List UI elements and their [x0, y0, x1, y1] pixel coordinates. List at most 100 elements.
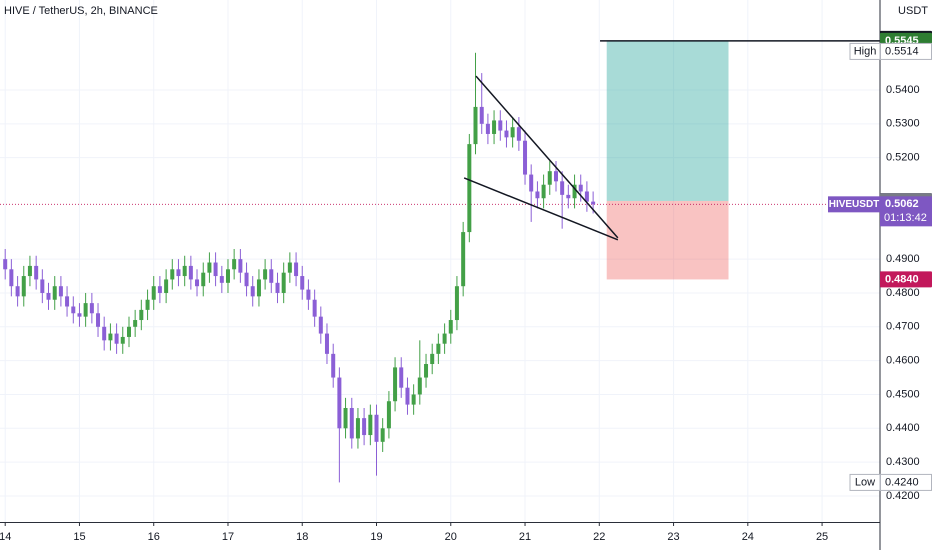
candle-body: [572, 184, 577, 199]
candle-body: [405, 387, 410, 405]
candle-body: [238, 259, 243, 273]
candle-body: [306, 289, 311, 300]
candle-body: [27, 265, 32, 277]
candle-body: [448, 320, 453, 334]
candle-body: [281, 272, 286, 293]
candle-body: [151, 286, 156, 300]
candle-body: [498, 120, 503, 131]
candle-body: [417, 377, 422, 395]
candle-body: [133, 320, 138, 327]
candle-body: [195, 279, 200, 287]
candle-body: [324, 333, 329, 354]
symbol-label: HIVEUSDT: [829, 199, 880, 210]
grid: [0, 0, 880, 522]
y-tick-label: 0.4500: [886, 388, 920, 400]
chart-title: HIVE / TetherUS, 2h, BINANCE: [4, 5, 158, 17]
x-tick-label: 15: [73, 531, 85, 543]
candle-body: [40, 279, 45, 293]
x-tick-label: 18: [296, 531, 308, 543]
candle-body: [244, 272, 249, 287]
candle-body: [312, 299, 317, 317]
last-price-badge: [880, 196, 932, 227]
y-tick-label: 0.4200: [886, 490, 920, 502]
candle-body: [225, 269, 230, 283]
candle-body: [201, 272, 206, 287]
candle-body: [374, 414, 379, 442]
candle-body: [393, 367, 398, 402]
candle-body: [516, 127, 521, 141]
extreme-tag-label: High: [854, 45, 877, 57]
y-tick-label: 0.5400: [886, 84, 920, 96]
candle-body: [541, 184, 546, 199]
symbol-badge: [828, 196, 880, 213]
candle-body: [318, 316, 323, 334]
candle-body: [15, 286, 20, 297]
candle-body: [362, 418, 367, 436]
candle-body: [21, 276, 26, 297]
y-tick-label: 0.4300: [886, 456, 920, 468]
candle-body: [108, 333, 113, 341]
axis-unit: USDT: [898, 5, 928, 17]
candle-body: [164, 279, 169, 293]
candle-body: [34, 265, 39, 280]
candle-body: [529, 174, 534, 192]
candle-body: [256, 279, 261, 297]
y-tick-label: 0.4900: [886, 253, 920, 265]
candle-body: [467, 144, 472, 233]
candle-body: [65, 296, 70, 307]
candle-body: [71, 306, 76, 314]
candle-body: [547, 171, 552, 185]
candle-body: [349, 407, 354, 439]
candle-body: [294, 262, 299, 277]
candle-body: [287, 262, 292, 273]
candle-body: [219, 276, 224, 283]
x-tick-label: 23: [667, 531, 679, 543]
candle-body: [331, 353, 336, 378]
target-zone: [606, 40, 729, 201]
x-tick-label: 17: [222, 531, 234, 543]
candle-body: [591, 201, 596, 205]
x-tick-label: 14: [0, 531, 11, 543]
candle-body: [83, 303, 88, 317]
candle-body: [343, 407, 348, 429]
candle-body: [461, 232, 466, 287]
candle-body: [454, 286, 459, 321]
candle-body: [213, 262, 218, 277]
candle-body: [473, 106, 478, 145]
candle-body: [553, 171, 558, 182]
candle-body: [578, 184, 583, 192]
x-tick-label: 16: [148, 531, 160, 543]
x-tick-label: 21: [519, 531, 531, 543]
trend-line: [463, 177, 619, 241]
candle-body: [139, 309, 144, 321]
candle-body: [58, 286, 63, 297]
candle-body: [275, 282, 280, 293]
candle-body: [102, 326, 107, 341]
candle-body: [114, 333, 119, 344]
candle-body: [355, 418, 360, 439]
candle-body: [411, 394, 416, 405]
candle-body: [492, 120, 497, 134]
x-tick-label: 22: [593, 531, 605, 543]
candle-body: [145, 299, 150, 310]
y-tick-label: 0.4800: [886, 287, 920, 299]
y-tick-label: 0.5300: [886, 118, 920, 130]
candle-body: [337, 377, 342, 429]
x-tick-label: 20: [445, 531, 457, 543]
candle-body: [96, 313, 101, 327]
trend-line: [475, 75, 619, 239]
candle-body: [442, 333, 447, 344]
candle-body: [269, 269, 274, 283]
candle-body: [207, 262, 212, 273]
candle-body: [399, 367, 404, 388]
candle-body: [250, 286, 255, 297]
candle-body: [504, 130, 509, 138]
y-tick-label: 0.4600: [886, 355, 920, 367]
countdown-label: 01:13:42: [884, 212, 927, 224]
extreme-badge-label: 0.4240: [885, 476, 919, 488]
candle-body: [157, 286, 162, 293]
candle-body: [120, 336, 125, 344]
price-badge: [880, 271, 932, 288]
extreme-badge-label: 0.5514: [885, 45, 919, 57]
candle-body: [424, 364, 429, 378]
